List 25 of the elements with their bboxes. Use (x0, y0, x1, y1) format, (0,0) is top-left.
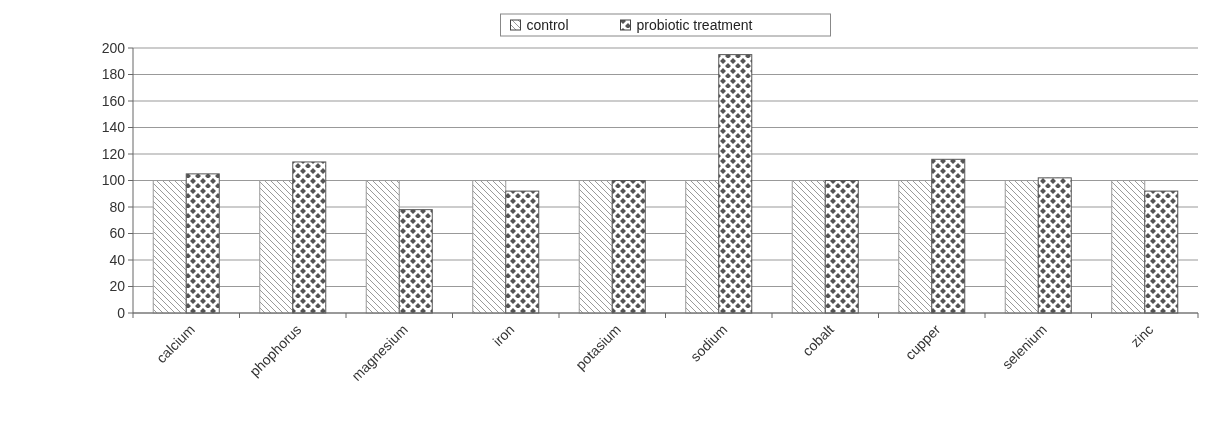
bar (1144, 190, 1179, 314)
y-tick-label: 120 (101, 145, 126, 162)
legend-label: probiotic treatment (636, 16, 753, 33)
bar (611, 180, 646, 314)
y-tick-label: 160 (101, 92, 126, 109)
y-tick-label: 100 (101, 172, 126, 189)
y-tick-label: 0 (117, 304, 126, 321)
y-tick-label: 20 (109, 278, 126, 295)
bar (185, 173, 220, 314)
legend-label: control (526, 16, 569, 33)
y-tick-label: 60 (109, 225, 126, 242)
x-tick-label: iron (489, 321, 518, 350)
bar (505, 190, 540, 314)
y-tick-label: 140 (101, 119, 126, 136)
bar (1037, 177, 1072, 314)
y-tick-label: 180 (101, 66, 126, 83)
bar (398, 209, 433, 314)
x-tick-label: zinc (1127, 321, 1157, 351)
y-tick-label: 40 (109, 251, 126, 268)
y-tick-label: 200 (101, 39, 126, 56)
bar (718, 54, 753, 314)
bar (292, 161, 327, 314)
bar (931, 158, 966, 314)
y-tick-label: 80 (109, 198, 126, 215)
bar (824, 180, 859, 314)
